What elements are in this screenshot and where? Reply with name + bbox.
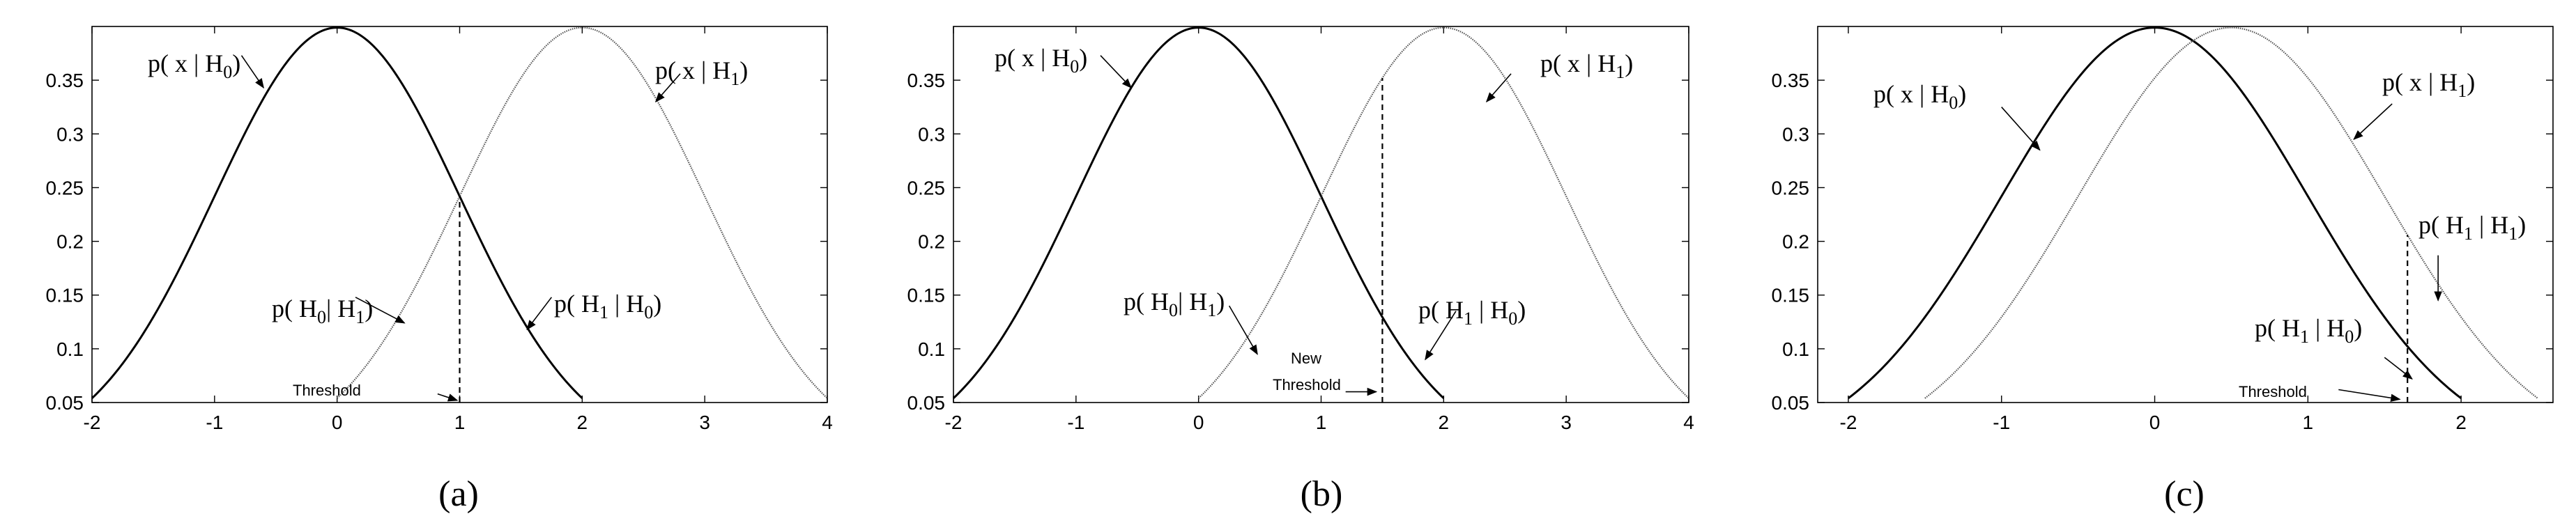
annotation-label: p( x | H1) xyxy=(655,56,748,89)
x-tick-label: 0 xyxy=(332,412,343,433)
x-tick-label: -1 xyxy=(1993,412,2010,433)
annotation-arrow xyxy=(1100,55,1132,88)
x-tick-label: 2 xyxy=(2455,412,2467,433)
panel-caption: (c) xyxy=(2164,474,2205,514)
x-tick-label: -2 xyxy=(84,412,101,433)
annotation-arrow xyxy=(526,297,553,331)
annotation-arrow xyxy=(1228,305,1258,355)
y-tick-label: 0.3 xyxy=(56,123,84,145)
annotation-arrow xyxy=(654,73,681,103)
annotation-label: p( x | H0) xyxy=(995,44,1087,77)
annotation-label: p( H1 | H0) xyxy=(554,290,661,322)
y-tick-label: 0.1 xyxy=(918,338,945,360)
y-tick-label: 0.25 xyxy=(1772,177,1810,198)
x-tick-label: 4 xyxy=(822,412,833,433)
y-tick-label: 0.1 xyxy=(56,338,84,360)
y-tick-label: 0.35 xyxy=(907,70,946,91)
x-tick-label: 1 xyxy=(1316,412,1327,433)
annotation-arrow xyxy=(240,55,264,89)
y-tick-label: 0.3 xyxy=(918,123,945,145)
annotation-arrow xyxy=(2001,107,2041,151)
y-tick-label: 0.15 xyxy=(907,285,946,306)
x-tick-label: -2 xyxy=(945,412,963,433)
annotation-arrow xyxy=(2338,389,2401,403)
y-tick-label: 0.2 xyxy=(918,231,945,253)
annotation-label: p( H1 | H0) xyxy=(2255,314,2362,347)
x-tick-label: 3 xyxy=(1561,412,1572,433)
chart-panel-2: -2 -1 0 1 2 3 4 0.05 0.1 0.15 0.2 0.25 0.3 0.35 p( x |… xyxy=(907,26,1694,514)
series-line-h1 xyxy=(1197,26,1689,399)
annotation-label: Threshold xyxy=(1273,376,1341,393)
annotation-label: p( x | H1) xyxy=(2382,68,2475,101)
annotation-arrow xyxy=(2353,103,2393,140)
annotation-arrow xyxy=(2384,357,2413,380)
x-tick-label: 1 xyxy=(2303,412,2314,433)
annotation-label: p( x | H1) xyxy=(1540,49,1633,82)
y-tick-label: 0.05 xyxy=(1772,392,1810,414)
annotation-label: p( x | H0) xyxy=(1873,80,1966,113)
y-tick-label: 0.1 xyxy=(1782,338,1809,360)
annotation-arrow xyxy=(437,393,459,402)
y-tick-label: 0.15 xyxy=(1772,285,1810,306)
y-tick-label: 0.05 xyxy=(46,392,84,414)
annotation-label: p( H0| H1) xyxy=(272,295,373,327)
series-line-h0 xyxy=(1848,26,2462,400)
y-tick-label: 0.25 xyxy=(907,177,946,198)
x-tick-label: 2 xyxy=(1439,412,1450,433)
y-tick-label: 0.15 xyxy=(46,285,84,306)
annotation-label: Threshold xyxy=(2239,383,2307,400)
y-tick-label: 0.35 xyxy=(1772,70,1810,91)
x-tick-label: 1 xyxy=(454,412,466,433)
series-line-h0 xyxy=(91,26,583,399)
y-tick-label: 0.35 xyxy=(46,70,84,91)
annotation-arrow xyxy=(1485,73,1512,103)
x-tick-label: -1 xyxy=(1067,412,1084,433)
annotation-arrow xyxy=(355,297,406,324)
series-line-h0 xyxy=(952,26,1445,399)
series-line-h1 xyxy=(336,26,828,399)
x-tick-label: 0 xyxy=(2149,412,2161,433)
y-tick-label: 0.05 xyxy=(907,392,946,414)
panel-caption: (b) xyxy=(1301,474,1343,514)
plot-frame xyxy=(1817,26,2554,403)
annotation-arrow xyxy=(1425,311,1457,361)
y-tick-label: 0.2 xyxy=(56,231,84,253)
x-tick-label: -1 xyxy=(206,412,223,433)
y-tick-label: 0.3 xyxy=(1782,123,1809,145)
plot-frame xyxy=(953,26,1689,403)
annotation-label: p( H0| H1) xyxy=(1124,288,1225,320)
x-tick-label: 3 xyxy=(699,412,710,433)
x-tick-label: -2 xyxy=(1840,412,1857,433)
chart-panel-3: -2 -1 0 1 2 0.05 0.1 0.15 0.2 0.25 0.3 0.35 p( x | H… xyxy=(1772,26,2554,514)
panel-caption: (a) xyxy=(438,474,479,514)
y-tick-label: 0.2 xyxy=(1782,231,1809,253)
y-tick-label: 0.25 xyxy=(46,177,84,198)
x-tick-label: 4 xyxy=(1683,412,1694,433)
x-tick-label: 2 xyxy=(577,412,588,433)
annotation-label: New xyxy=(1291,350,1321,367)
x-tick-label: 0 xyxy=(1193,412,1204,433)
annotation-label: p( H1 | H0) xyxy=(1418,296,1526,329)
chart-panel-1: -2 -1 0 1 2 3 4 0.05 0.1 0.15 0.2 0.25 0.3 0.35 p( x |… xyxy=(46,26,833,514)
series-line-h1 xyxy=(1924,26,2538,399)
annotation-label: p( H1 | H1) xyxy=(2418,211,2526,244)
annotation-label: Threshold xyxy=(293,382,361,399)
annotation-label: p( x | H0) xyxy=(148,49,240,82)
